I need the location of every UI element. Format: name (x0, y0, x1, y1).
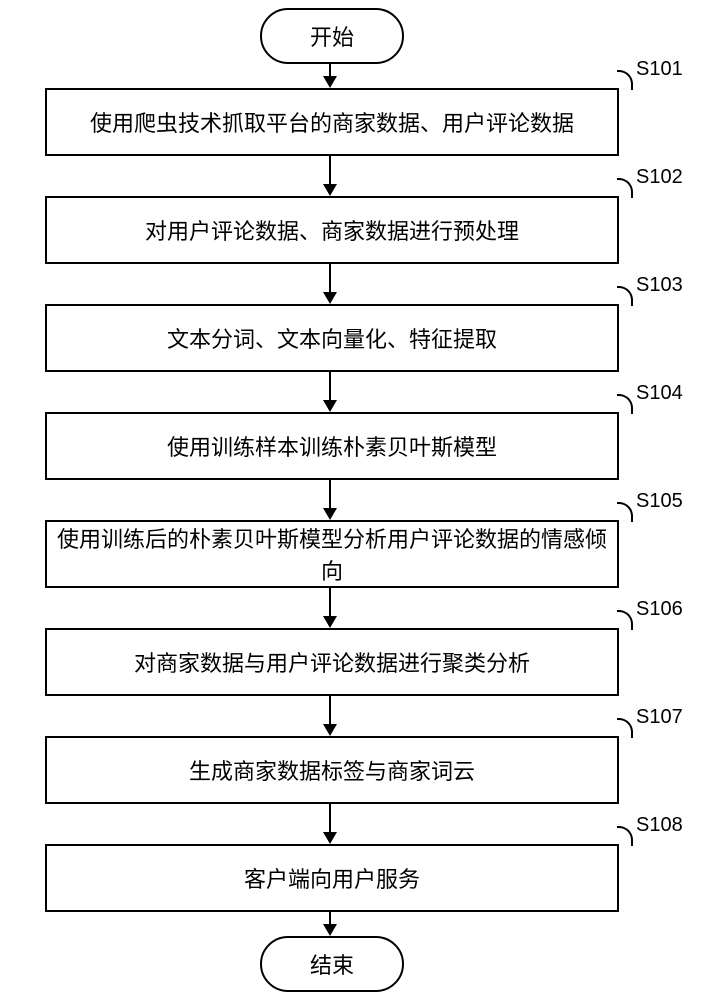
process-step-text: 对用户评论数据、商家数据进行预处理 (145, 214, 519, 246)
start-label: 开始 (310, 20, 354, 52)
label-leader (617, 502, 633, 522)
process-step: 使用训练样本训练朴素贝叶斯模型 (45, 412, 619, 480)
step-label: S101 (636, 58, 683, 81)
label-leader (617, 394, 633, 414)
process-step-text: 文本分词、文本向量化、特征提取 (167, 322, 497, 354)
flowchart-canvas: 开始使用爬虫技术抓取平台的商家数据、用户评论数据 S101 对用户评论数据、商家数据… (0, 0, 711, 1000)
step-label: S103 (636, 274, 683, 297)
label-leader (617, 826, 633, 846)
process-step: 使用训练后的朴素贝叶斯模型分析用户评论数据的情感倾向 (45, 520, 619, 588)
start-terminator: 开始 (260, 8, 404, 64)
process-step: 生成商家数据标签与商家词云 (45, 736, 619, 804)
label-leader (617, 718, 633, 738)
process-step-text: 生成商家数据标签与商家词云 (189, 754, 475, 786)
process-step-text: 使用训练样本训练朴素贝叶斯模型 (167, 430, 497, 462)
step-label: S105 (636, 490, 683, 513)
label-leader (617, 286, 633, 306)
step-label: S102 (636, 166, 683, 189)
end-label: 结束 (310, 948, 354, 980)
process-step: 对用户评论数据、商家数据进行预处理 (45, 196, 619, 264)
step-label: S104 (636, 382, 683, 405)
process-step: 使用爬虫技术抓取平台的商家数据、用户评论数据 (45, 88, 619, 156)
process-step-text: 对商家数据与用户评论数据进行聚类分析 (134, 646, 530, 678)
label-leader (617, 70, 633, 90)
end-terminator: 结束 (260, 936, 404, 992)
label-leader (617, 178, 633, 198)
process-step: 对商家数据与用户评论数据进行聚类分析 (45, 628, 619, 696)
process-step-text: 客户端向用户服务 (244, 862, 420, 894)
process-step-text: 使用爬虫技术抓取平台的商家数据、用户评论数据 (90, 106, 574, 138)
process-step: 文本分词、文本向量化、特征提取 (45, 304, 619, 372)
step-label: S107 (636, 706, 683, 729)
step-label: S108 (636, 814, 683, 837)
process-step: 客户端向用户服务 (45, 844, 619, 912)
label-leader (617, 610, 633, 630)
step-label: S106 (636, 598, 683, 621)
process-step-text: 使用训练后的朴素贝叶斯模型分析用户评论数据的情感倾向 (47, 522, 617, 586)
